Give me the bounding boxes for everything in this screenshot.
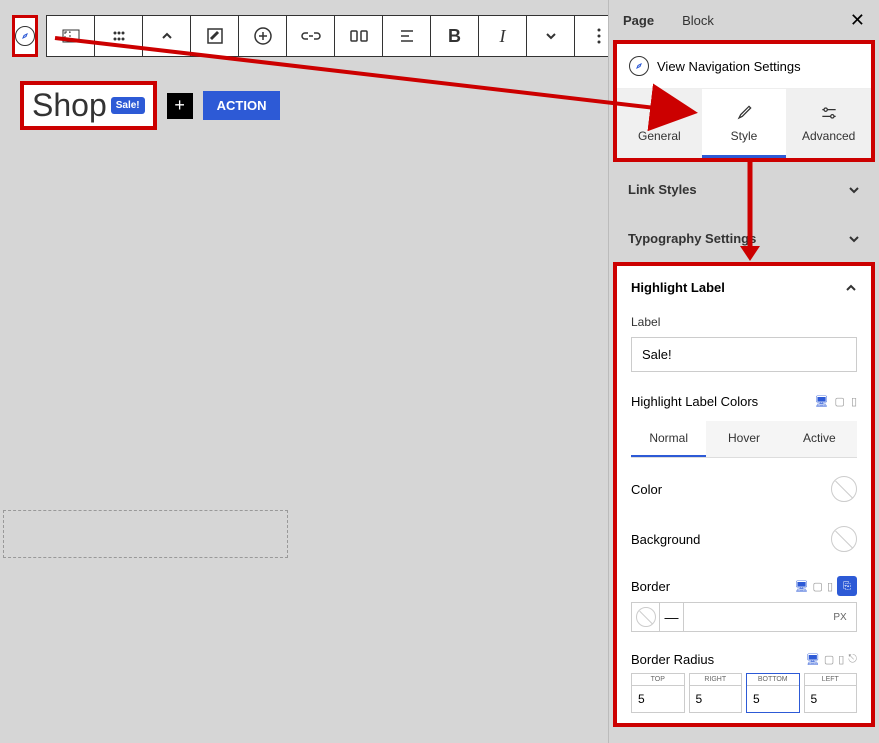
mobile-icon[interactable]: ▯: [838, 653, 844, 666]
compass-icon: [15, 26, 35, 46]
compass-icon: [629, 56, 649, 76]
label-input[interactable]: [631, 337, 857, 372]
shop-label: Shop: [32, 87, 107, 124]
unlink-icon[interactable]: ⎋: [848, 653, 857, 666]
navigation-settings-panel: View Navigation Settings General Style A…: [613, 40, 875, 162]
background-label: Background: [631, 532, 700, 547]
border-width-input[interactable]: [684, 603, 824, 631]
radius-top-input[interactable]: TOP 5: [631, 673, 685, 713]
block-tab[interactable]: Block: [682, 13, 714, 28]
link-styles-label: Link Styles: [628, 182, 697, 197]
border-input[interactable]: — PX: [631, 602, 857, 632]
color-label: Color: [631, 482, 662, 497]
border-radius-inputs: TOP 5 RIGHT 5 BOTTOM 5 LEFT 5: [631, 673, 857, 713]
background-swatch[interactable]: [831, 526, 857, 552]
normal-state-tab[interactable]: Normal: [631, 421, 706, 457]
settings-sidebar: Page Block ✕ View Navigation Settings Ge…: [608, 0, 879, 743]
mobile-icon[interactable]: ▯: [851, 395, 857, 408]
sidebar-top-tabs: Page Block ✕: [609, 0, 879, 40]
align-button[interactable]: [383, 16, 431, 56]
border-unit-label: PX: [824, 603, 856, 631]
add-block-button[interactable]: +: [167, 93, 193, 119]
link-styles-accordion[interactable]: Link Styles: [612, 168, 876, 211]
radius-bottom-input[interactable]: BOTTOM 5: [746, 673, 800, 713]
brush-icon: [734, 103, 754, 123]
color-state-tabs: Normal Hover Active: [631, 421, 857, 458]
color-swatch[interactable]: [831, 476, 857, 502]
bold-button[interactable]: B: [431, 16, 479, 56]
hover-state-tab[interactable]: Hover: [706, 421, 781, 457]
drag-handle-button[interactable]: [95, 16, 143, 56]
border-style-button[interactable]: —: [660, 603, 684, 631]
mobile-icon[interactable]: ▯: [827, 580, 833, 593]
columns-button[interactable]: [335, 16, 383, 56]
desktop-icon[interactable]: 🖥: [815, 395, 829, 408]
border-label: Border: [631, 579, 670, 594]
action-button[interactable]: ACTION: [203, 91, 281, 120]
navigation-block-icon[interactable]: [12, 15, 38, 57]
radius-left-input[interactable]: LEFT 5: [804, 673, 858, 713]
desktop-icon[interactable]: 🖥: [795, 580, 809, 593]
desktop-icon[interactable]: 🖥: [806, 653, 820, 666]
typography-accordion[interactable]: Typography Settings: [612, 217, 876, 260]
chevron-down-icon: [848, 233, 860, 245]
advanced-tab[interactable]: Advanced: [786, 89, 871, 158]
border-responsive-toggle[interactable]: 🖥 ▢ ▯ ⎘: [795, 576, 857, 596]
border-color-swatch[interactable]: [632, 603, 660, 631]
sale-badge: Sale!: [111, 97, 145, 114]
nav-settings-label: View Navigation Settings: [657, 59, 801, 74]
radius-responsive-toggle[interactable]: 🖥 ▢ ▯ ⎋: [806, 653, 857, 666]
shop-nav-item[interactable]: Shop Sale!: [20, 81, 157, 130]
close-sidebar-button[interactable]: ✕: [850, 10, 865, 31]
italic-button[interactable]: I: [479, 16, 527, 56]
tablet-icon[interactable]: ▢: [835, 395, 845, 408]
nav-link-block: Shop Sale! + ACTION: [20, 81, 608, 130]
settings-sub-tabs: General Style Advanced: [617, 89, 871, 158]
link-sides-toggle[interactable]: ⎘: [837, 576, 857, 596]
typography-label: Typography Settings: [628, 231, 756, 246]
chevron-down-icon: [848, 184, 860, 196]
highlight-colors-heading: Highlight Label Colors: [631, 394, 758, 409]
tablet-icon[interactable]: ▢: [824, 653, 834, 666]
add-submenu-button[interactable]: [239, 16, 287, 56]
sliders-icon: [819, 103, 839, 123]
link-button[interactable]: [287, 16, 335, 56]
responsive-device-toggle[interactable]: 🖥 ▢ ▯: [815, 395, 857, 408]
briefcase-icon: [649, 103, 669, 123]
border-radius-label: Border Radius: [631, 652, 714, 667]
tablet-icon[interactable]: ▢: [813, 580, 823, 593]
toolbar-group: B I: [46, 15, 624, 57]
select-parent-button[interactable]: [47, 16, 95, 56]
highlight-label-title: Highlight Label: [631, 280, 725, 295]
block-toolbar: B I: [0, 0, 608, 57]
label-field-label: Label: [631, 315, 857, 329]
editor-canvas: B I Shop Sale! + ACTION: [0, 0, 608, 743]
move-up-button[interactable]: [143, 16, 191, 56]
drop-zone-placeholder[interactable]: [3, 510, 288, 558]
radius-right-input[interactable]: RIGHT 5: [689, 673, 743, 713]
highlight-label-panel: Highlight Label Label Highlight Label Co…: [613, 262, 875, 727]
edit-link-button[interactable]: [191, 16, 239, 56]
view-nav-settings-link[interactable]: View Navigation Settings: [617, 44, 871, 89]
general-tab[interactable]: General: [617, 89, 702, 158]
active-state-tab[interactable]: Active: [782, 421, 857, 457]
style-tab[interactable]: Style: [702, 89, 787, 158]
chevron-up-icon[interactable]: [845, 282, 857, 294]
more-formatting-button[interactable]: [527, 16, 575, 56]
page-tab[interactable]: Page: [623, 13, 654, 28]
